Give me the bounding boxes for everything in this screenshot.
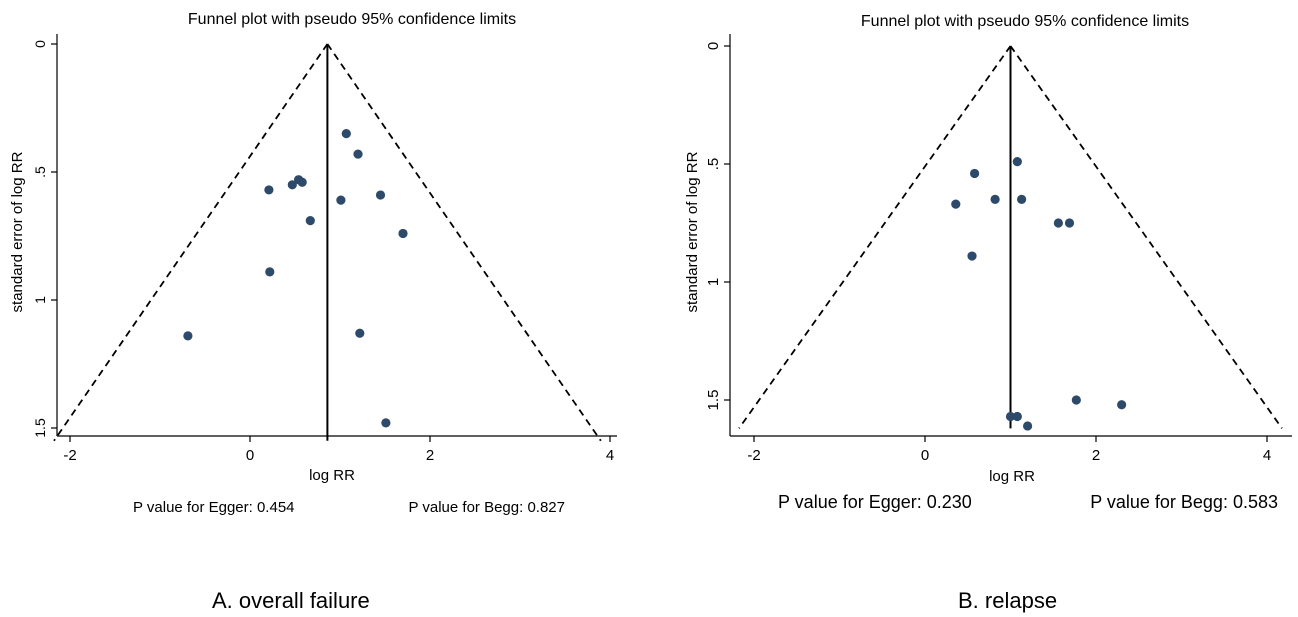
y-tick-label: .5 <box>32 166 48 178</box>
funnel-limit-left <box>53 43 329 442</box>
data-point <box>297 177 307 187</box>
begg-p-value: P value for Begg: 0.583 <box>1090 492 1278 512</box>
data-point <box>183 331 193 341</box>
caption-panel-b: B. relapse <box>958 588 1058 613</box>
data-point <box>967 251 977 261</box>
x-tick-label: 0 <box>246 447 254 464</box>
data-point <box>1053 218 1063 228</box>
begg-p-value: P value for Begg: 0.827 <box>408 499 565 516</box>
funnel-limit-left <box>738 45 1012 429</box>
chart-title: Funnel plot with pseudo 95% confidence l… <box>188 11 516 28</box>
caption-panel-a: A. overall failure <box>212 588 370 613</box>
data-point <box>265 267 275 277</box>
data-point <box>1071 395 1081 405</box>
x-tick-label: 4 <box>606 447 614 464</box>
y-tick-label: 1 <box>705 278 722 286</box>
y-tick-label: 0 <box>705 42 722 50</box>
data-point <box>336 195 346 205</box>
y-tick-label: 1 <box>32 296 48 304</box>
y-tick-label: 0 <box>32 40 48 48</box>
chart-title: Funnel plot with pseudo 95% confidence l… <box>861 13 1189 30</box>
data-point <box>1005 411 1016 422</box>
data-point <box>1012 411 1022 422</box>
x-tick-label: 4 <box>1263 447 1271 464</box>
data-point <box>353 149 363 159</box>
data-point <box>1017 194 1027 204</box>
data-point <box>287 180 297 190</box>
panel-b: Funnel plot with pseudo 95% confidence l… <box>684 13 1292 512</box>
egger-p-value: P value for Egger: 0.230 <box>778 492 972 512</box>
x-tick-label: 2 <box>1092 447 1100 464</box>
data-point <box>1012 157 1022 167</box>
data-point <box>1023 421 1033 431</box>
y-tick-label: 1.5 <box>705 390 722 411</box>
egger-p-value: P value for Egger: 0.454 <box>133 499 295 516</box>
x-tick-label: -2 <box>747 447 760 464</box>
data-point <box>375 190 386 200</box>
x-axis-label: log RR <box>989 468 1035 485</box>
x-tick-label: -2 <box>63 447 76 464</box>
data-point <box>1117 400 1127 410</box>
data-point <box>341 129 351 139</box>
data-point <box>381 418 391 428</box>
data-point <box>990 194 1000 204</box>
x-axis-label: log RR <box>309 467 355 484</box>
funnel-limit-right <box>326 43 602 442</box>
panel-a: Funnel plot with pseudo 95% confidence l… <box>9 11 617 516</box>
data-point <box>264 185 274 195</box>
data-point <box>969 168 980 179</box>
data-point <box>305 216 315 226</box>
y-axis-label: standard error of log RR <box>9 151 26 312</box>
data-point <box>398 228 408 239</box>
data-point <box>1064 218 1075 228</box>
funnel-limit-right <box>1009 45 1283 429</box>
x-tick-label: 2 <box>426 447 434 464</box>
data-point <box>951 199 961 209</box>
data-point <box>355 328 365 338</box>
x-tick-label: 0 <box>921 447 929 464</box>
y-tick-label: .5 <box>705 158 722 171</box>
y-tick-label: 1.5 <box>32 418 48 438</box>
y-axis-label: standard error of log RR <box>684 151 701 312</box>
